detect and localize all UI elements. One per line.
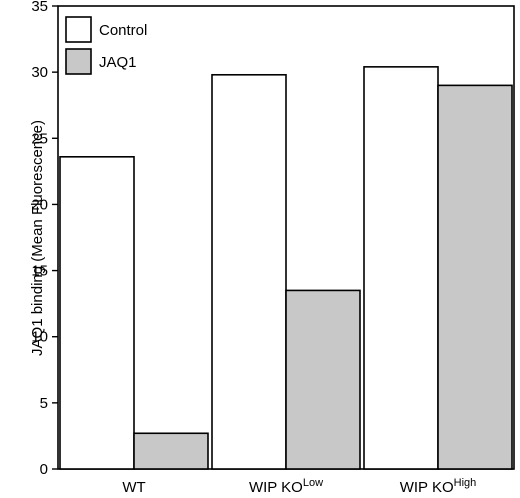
y-tick-label: 25 (31, 130, 48, 147)
bar-jaq1-1 (285, 289, 361, 470)
category-base-text: WIP KO (249, 479, 303, 496)
y-tick-label: 20 (31, 196, 48, 213)
category-superscript: High (454, 477, 477, 489)
y-tick-label: 5 (40, 395, 48, 412)
y-tick-label: 0 (40, 461, 48, 478)
legend-swatch-jaq1 (65, 48, 92, 75)
bar-jaq1-0 (133, 432, 209, 470)
x-category-label: WIP KOLow (249, 477, 323, 496)
y-tick-label: 35 (31, 0, 48, 15)
bar-control-1 (211, 73, 287, 470)
bar-control-0 (59, 156, 135, 470)
y-tick-label: 10 (31, 329, 48, 346)
legend: Control JAQ1 (65, 16, 147, 75)
legend-label-control: Control (99, 22, 147, 39)
category-base-text: WT (122, 479, 145, 496)
x-category-label: WT (122, 479, 145, 496)
y-tick-label: 15 (31, 263, 48, 280)
y-axis-label: JAQ1 binding (Mean Fluorescence) (29, 120, 46, 356)
bars (59, 66, 513, 470)
category-superscript: Low (303, 477, 323, 489)
category-base-text: WIP KO (400, 479, 454, 496)
x-category-labels: WT WIP KOLow WIP KOHigh (122, 477, 476, 496)
legend-label-jaq1: JAQ1 (99, 54, 137, 71)
y-tick-label: 30 (31, 64, 48, 81)
legend-swatch-control (65, 16, 92, 43)
y-ticks: 0 5 10 15 20 25 30 35 (31, 0, 58, 478)
bar-jaq1-2 (437, 84, 513, 470)
x-category-label: WIP KOHigh (400, 477, 477, 496)
bar-control-2 (363, 66, 439, 470)
